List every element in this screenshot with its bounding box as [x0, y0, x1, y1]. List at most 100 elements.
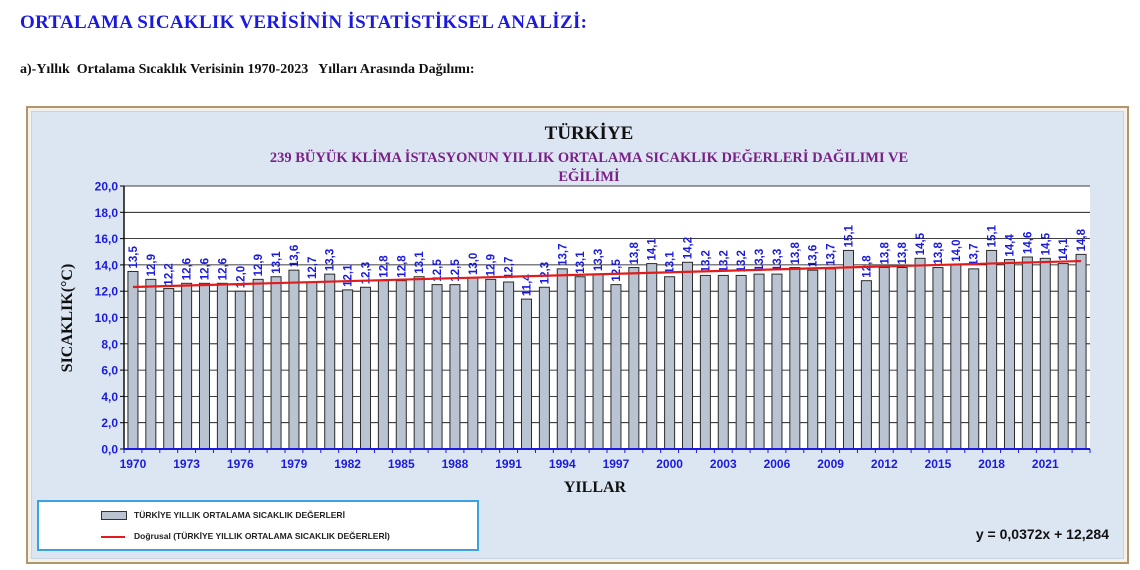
bar [699, 274, 711, 450]
y-tick-label: 20,0 [95, 180, 119, 194]
bar [1057, 263, 1069, 450]
bar-value-label: 12,5 [432, 259, 444, 282]
bar [163, 288, 175, 450]
bar-value-label: 12,3 [539, 262, 551, 284]
x-tick-label: 2003 [710, 457, 737, 471]
bar-value-label: 13,8 [790, 242, 802, 265]
bar [270, 276, 282, 450]
bar-value-label: 13,1 [271, 251, 283, 274]
bar [789, 267, 801, 450]
bar-value-label: 13,5 [128, 245, 140, 268]
bar-value-label: 12,8 [396, 255, 408, 278]
bar [932, 267, 944, 450]
bar-value-label: 13,8 [879, 242, 891, 265]
x-tick-label: 2018 [978, 457, 1005, 471]
bar-value-label: 13,6 [289, 245, 301, 267]
bar [127, 270, 139, 450]
bar-value-label: 13,1 [665, 251, 677, 274]
bar-value-label: 14,1 [647, 238, 659, 261]
bar-value-label: 13,0 [468, 253, 480, 275]
bar [377, 280, 389, 450]
bar-value-label: 12,5 [450, 259, 462, 282]
bar [359, 286, 372, 450]
y-axis-title: SICAKLIK(°C) [59, 264, 76, 373]
bar [252, 278, 264, 450]
bar [145, 278, 157, 450]
chart-title: TÜRKİYE [545, 123, 634, 144]
bar-value-label: 13,1 [575, 251, 587, 274]
y-tick-label: 10,0 [95, 311, 119, 325]
bar-value-label: 14,5 [915, 232, 927, 255]
bar-value-label: 13,2 [736, 250, 748, 272]
bar [646, 263, 658, 450]
bar [198, 282, 211, 450]
document-heading: ORTALAMA SICAKLIK VERİSİNİN İSTATİSTİKSE… [20, 12, 588, 33]
x-tick-label: 1991 [495, 457, 522, 471]
bar-value-label: 14,0 [951, 240, 963, 262]
bar [807, 269, 819, 450]
bar-value-label: 13,7 [969, 243, 981, 265]
legend-trend-swatch [101, 536, 125, 538]
bar [914, 257, 926, 450]
bar-value-label: 12,7 [504, 257, 516, 279]
x-tick-label: 1997 [603, 457, 630, 471]
bar [467, 277, 479, 450]
bar [216, 282, 228, 450]
x-axis-title: YILLAR [564, 479, 627, 496]
x-tick-label: 2012 [871, 457, 898, 471]
bar [413, 276, 425, 450]
bar-value-label: 13,6 [808, 245, 820, 267]
chart-legend: TÜRKİYE YILLIK ORTALAMA SICAKLIK DEĞERLE… [37, 500, 479, 551]
bar [342, 289, 354, 450]
bar-value-label: 14,4 [1005, 234, 1017, 257]
y-tick-label: 16,0 [95, 232, 119, 246]
bar-value-label: 15,1 [987, 224, 999, 247]
bar [556, 268, 568, 450]
bar-value-label: 13,2 [700, 250, 712, 272]
bar-value-label: 13,2 [718, 250, 730, 272]
bar [896, 267, 908, 450]
bar-value-label: 13,8 [629, 242, 641, 265]
bar-value-label: 12,9 [253, 254, 265, 276]
bar-value-label: 14,2 [683, 237, 695, 259]
bar-value-label: 13,7 [557, 243, 569, 265]
bar-value-label: 14,5 [1040, 232, 1052, 255]
bar-value-label: 14,1 [1058, 238, 1070, 261]
x-tick-label: 2021 [1032, 457, 1059, 471]
document-subheading: a)-Yıllık Ortalama Sıcaklık Verisinin 19… [20, 62, 475, 77]
bar-value-label: 12,9 [146, 254, 158, 276]
bar [485, 278, 497, 450]
bar [735, 274, 747, 450]
chart-subtitle-line1: 239 BÜYÜK KLİMA İSTASYONUN YILLIK ORTALA… [270, 149, 908, 166]
bar-value-label: 12,1 [343, 264, 355, 287]
bar [431, 284, 443, 450]
bar [1039, 257, 1051, 450]
bar [753, 273, 765, 450]
x-tick-label: 1973 [173, 457, 200, 471]
bar-value-label: 13,8 [897, 242, 909, 265]
bar-value-label: 13,1 [414, 251, 426, 274]
bar-value-label: 13,3 [754, 249, 766, 271]
bar [628, 267, 640, 450]
bar-value-label: 12,8 [378, 255, 390, 278]
bar [324, 273, 336, 450]
bar-value-label: 13,7 [826, 243, 838, 265]
y-tick-label: 4,0 [101, 390, 118, 404]
chart-subtitle-line2: EĞİLİMİ [558, 168, 620, 185]
bar-value-label: 14,6 [1022, 232, 1034, 254]
bar [503, 281, 515, 450]
trendline-equation: y = 0,0372x + 12,284 [975, 526, 1109, 542]
bar [592, 273, 604, 450]
bar-value-label: 13,3 [325, 249, 337, 271]
x-tick-label: 1976 [227, 457, 254, 471]
bar [986, 249, 998, 450]
bar-value-label: 12,9 [486, 254, 498, 276]
y-tick-label: 14,0 [95, 258, 119, 272]
bar-value-label: 12,6 [182, 258, 194, 280]
bar [771, 273, 783, 450]
bar-value-label: 12,0 [235, 266, 247, 288]
bar-value-label: 13,8 [933, 242, 945, 265]
bar [306, 281, 318, 450]
bar-value-label: 15,1 [844, 224, 856, 247]
